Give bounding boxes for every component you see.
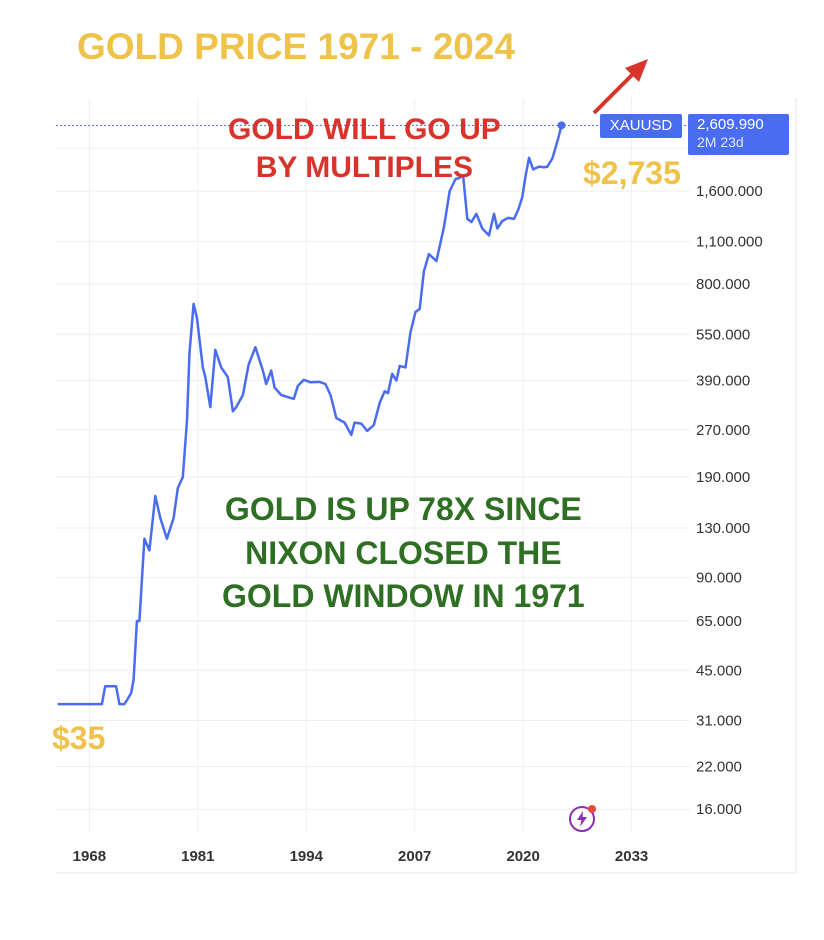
x-tick-label: 1981 bbox=[181, 848, 214, 865]
forecast-line-2: BY MULTIPLES bbox=[255, 151, 474, 185]
bar-countdown: 2M 23d bbox=[697, 134, 744, 150]
last-price-point bbox=[557, 121, 566, 130]
y-tick-label: 130.000 bbox=[696, 520, 750, 537]
chart-grid bbox=[56, 98, 690, 832]
summary-annotation: GOLD IS UP 78X SINCE NIXON CLOSED THE GO… bbox=[222, 488, 585, 619]
start-price-label: $35 bbox=[52, 720, 106, 756]
y-tick-label: 22.000 bbox=[696, 758, 742, 775]
y-tick-label: 45.000 bbox=[696, 662, 742, 679]
x-tick-label: 1994 bbox=[290, 848, 324, 865]
lightning-bolt-icon[interactable] bbox=[567, 803, 597, 833]
x-tick-label: 2020 bbox=[506, 848, 539, 865]
chart-frame bbox=[56, 98, 797, 874]
forecast-annotation: GOLD WILL GO UP BY MULTIPLES bbox=[228, 111, 501, 187]
y-tick-label: 16.000 bbox=[696, 801, 742, 818]
summary-line-3: GOLD WINDOW IN 1971 bbox=[222, 578, 585, 615]
y-tick-label: 31.000 bbox=[696, 712, 742, 729]
x-tick-label: 2033 bbox=[615, 848, 648, 865]
end-price-label: $2,735 bbox=[583, 155, 681, 191]
y-tick-label: 190.000 bbox=[696, 469, 750, 486]
y-tick-clip bbox=[690, 84, 800, 98]
summary-line-1: GOLD IS UP 78X SINCE bbox=[224, 491, 582, 527]
y-tick-label: 1,100.000 bbox=[696, 233, 763, 250]
last-price-badge: 2,609.990 2M 23d bbox=[688, 114, 789, 155]
forecast-line-1: GOLD WILL GO UP bbox=[228, 113, 501, 146]
y-axis-ticks: 16.000 22.000 31.000 45.000 65.000 90.000 130.… bbox=[690, 84, 800, 818]
y-tick-label: 550.000 bbox=[696, 326, 750, 343]
x-axis-ticks: 1968 1981 1994 2007 2020 2033 bbox=[73, 848, 649, 865]
summary-line-2: NIXON CLOSED THE bbox=[245, 534, 562, 571]
symbol-badge: XAUUSD bbox=[600, 114, 682, 138]
y-tick-label: 800.000 bbox=[696, 276, 750, 293]
y-tick-label: 270.000 bbox=[696, 422, 750, 439]
gold-price-line bbox=[57, 125, 563, 706]
x-tick-label: 2007 bbox=[398, 848, 431, 865]
y-tick-label: 65.000 bbox=[696, 613, 742, 630]
up-arrow bbox=[592, 59, 648, 115]
y-tick-label: 1,600.000 bbox=[696, 183, 763, 200]
chart-title: GOLD PRICE 1971 - 2024 bbox=[77, 26, 516, 67]
last-price-value: 2,609.990 bbox=[697, 116, 764, 133]
x-tick-label: 1968 bbox=[73, 848, 106, 865]
y-tick-label: 390.000 bbox=[696, 373, 750, 390]
y-tick-label: 90.000 bbox=[696, 569, 742, 586]
